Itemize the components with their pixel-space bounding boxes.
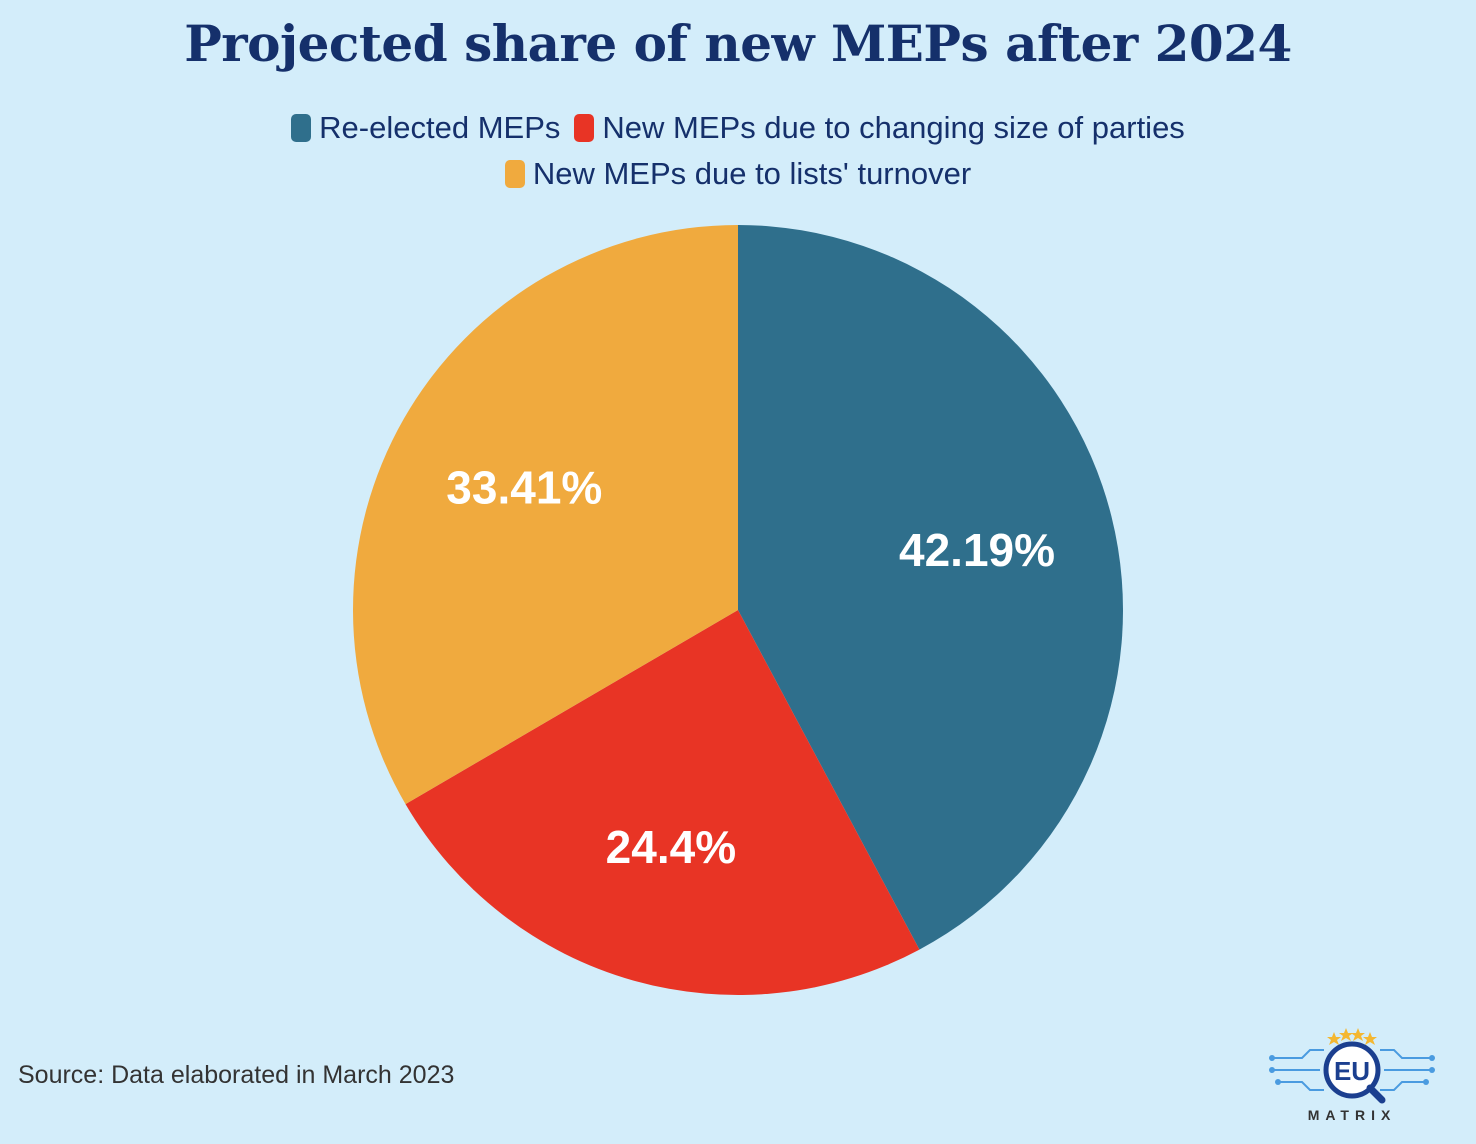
logo-subtext: MATRIX — [1308, 1107, 1397, 1123]
source-note: Source: Data elaborated in March 2023 — [18, 1061, 455, 1089]
logo-text: EU — [1334, 1056, 1370, 1086]
slice-label-2: 24.4% — [606, 821, 736, 873]
legend-label: Re-elected MEPs — [319, 110, 561, 145]
pie-slice-1 — [738, 225, 1123, 950]
legend-row-2: New MEPs due to lists' turnover — [0, 156, 1476, 192]
slice-label-1: 42.19% — [899, 524, 1055, 576]
legend-swatch — [574, 114, 595, 142]
chart-title: Projected share of new MEPs after 2024 — [184, 14, 1292, 73]
legend-swatch — [504, 160, 525, 188]
eu-matrix-logo: EU MATRIX — [1269, 1028, 1435, 1123]
legend-item-re-elected: Re-elected MEPs — [291, 110, 560, 146]
pie-slice-3 — [353, 225, 738, 805]
legend-item-changing-size: New MEPs due to changing size of parties — [574, 110, 1185, 146]
legend-swatch — [291, 114, 312, 142]
legend-row-1: Re-elected MEPs New MEPs due to changing… — [0, 110, 1476, 146]
slice-label-3: 33.41% — [446, 461, 602, 513]
pie-slice-2 — [405, 610, 920, 996]
legend-label: New MEPs due to changing size of parties — [602, 110, 1185, 145]
legend-item-turnover: New MEPs due to lists' turnover — [504, 156, 972, 192]
legend-label: New MEPs due to lists' turnover — [532, 156, 972, 191]
